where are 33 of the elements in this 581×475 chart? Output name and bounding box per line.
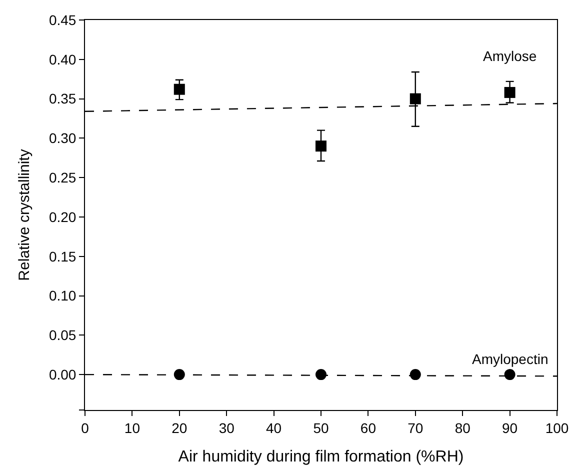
y-tick-label: 0.35: [48, 90, 76, 107]
y-tick-label: 0.30: [48, 130, 76, 146]
x-tick-label: 70: [408, 420, 424, 436]
x-tick-label: 10: [124, 420, 140, 436]
text: 0.00: [48, 366, 76, 382]
point: [410, 369, 421, 380]
x-tick-label: 0: [81, 420, 90, 436]
y-tick-label: 0.45: [48, 12, 76, 28]
x-tick-label: 90: [502, 420, 518, 436]
y-axis-title: Relative crystallinity: [16, 148, 34, 281]
x-tick-label: 100: [545, 420, 569, 436]
y-tick-label: 0.20: [48, 208, 76, 225]
x-tick-label: 20: [172, 420, 188, 436]
y-tick-label: 0.40: [48, 51, 76, 68]
point: [504, 369, 516, 380]
point: [174, 84, 185, 95]
x-tick-label: 60: [360, 420, 376, 436]
point: [316, 369, 326, 380]
x-axis-title: Air humidity during film formation (%RH): [178, 448, 464, 466]
text: Amylose: [483, 48, 537, 64]
point: [504, 86, 516, 98]
x-tick-label: 40: [266, 420, 282, 436]
x-tick-label: 80: [454, 420, 471, 436]
point: [410, 93, 421, 104]
x-tick-label: 50: [313, 420, 329, 436]
y-tick-label: 0.05: [48, 327, 76, 344]
y-tick-label: 0.25: [48, 169, 76, 186]
y-tick-label: 0.15: [48, 248, 76, 264]
point: [316, 140, 326, 152]
y-tick-label: 0.10: [48, 288, 76, 304]
point: [174, 369, 185, 380]
x-tick-label: 30: [218, 420, 235, 436]
series-label: Amylopectin: [472, 351, 548, 367]
